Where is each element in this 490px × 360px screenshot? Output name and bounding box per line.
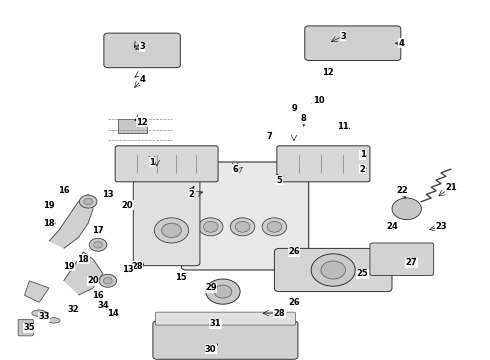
- Circle shape: [262, 218, 287, 236]
- Text: 20: 20: [122, 201, 133, 210]
- Circle shape: [89, 238, 107, 251]
- Text: 35: 35: [24, 323, 35, 332]
- Circle shape: [235, 221, 250, 232]
- Text: 28: 28: [131, 262, 143, 271]
- Text: 4: 4: [139, 75, 145, 84]
- Circle shape: [230, 218, 255, 236]
- Circle shape: [311, 254, 355, 286]
- FancyBboxPatch shape: [115, 146, 218, 182]
- Text: 11: 11: [337, 122, 349, 131]
- Ellipse shape: [48, 318, 60, 323]
- Text: 5: 5: [276, 176, 282, 185]
- Text: 10: 10: [313, 96, 324, 105]
- Circle shape: [162, 223, 181, 238]
- Text: 22: 22: [396, 186, 408, 195]
- Text: 9: 9: [291, 104, 297, 113]
- Text: 25: 25: [357, 269, 368, 278]
- Circle shape: [103, 278, 112, 284]
- Circle shape: [214, 285, 232, 298]
- Circle shape: [203, 221, 218, 232]
- Text: 1: 1: [149, 158, 155, 166]
- Text: 24: 24: [386, 222, 398, 231]
- Circle shape: [392, 198, 421, 220]
- Text: 34: 34: [97, 302, 109, 310]
- Text: 29: 29: [205, 284, 217, 292]
- Text: 21: 21: [445, 183, 457, 192]
- FancyBboxPatch shape: [104, 33, 180, 68]
- Text: 3: 3: [340, 32, 346, 41]
- Circle shape: [198, 218, 223, 236]
- Text: 18: 18: [77, 255, 89, 264]
- Text: 30: 30: [205, 345, 217, 354]
- Ellipse shape: [32, 310, 47, 316]
- FancyBboxPatch shape: [277, 146, 370, 182]
- Text: 32: 32: [68, 305, 79, 314]
- FancyBboxPatch shape: [305, 26, 401, 60]
- Text: 27: 27: [406, 258, 417, 267]
- Text: 16: 16: [92, 291, 104, 300]
- Text: 26: 26: [288, 248, 300, 256]
- FancyBboxPatch shape: [274, 248, 392, 292]
- Circle shape: [206, 279, 240, 304]
- Circle shape: [154, 218, 189, 243]
- FancyBboxPatch shape: [18, 319, 33, 336]
- Text: 12: 12: [136, 118, 148, 127]
- Text: 6: 6: [232, 165, 238, 174]
- Text: 8: 8: [301, 114, 307, 123]
- Circle shape: [321, 261, 345, 279]
- Text: 26: 26: [288, 298, 300, 307]
- Text: 18: 18: [43, 219, 55, 228]
- Circle shape: [84, 198, 93, 205]
- FancyBboxPatch shape: [370, 243, 434, 275]
- Text: 16: 16: [58, 186, 70, 195]
- Text: 3: 3: [139, 42, 145, 51]
- Text: 14: 14: [107, 309, 119, 318]
- Text: 1: 1: [360, 150, 366, 159]
- Text: 17: 17: [92, 226, 104, 235]
- Text: 2: 2: [360, 165, 366, 174]
- FancyBboxPatch shape: [155, 312, 295, 325]
- FancyBboxPatch shape: [181, 162, 309, 270]
- Circle shape: [99, 274, 117, 287]
- Circle shape: [79, 195, 97, 208]
- Text: 19: 19: [43, 201, 55, 210]
- Polygon shape: [64, 252, 103, 295]
- Circle shape: [267, 221, 282, 232]
- Text: 19: 19: [63, 262, 74, 271]
- Text: 23: 23: [435, 222, 447, 231]
- Text: 20: 20: [87, 276, 99, 285]
- Polygon shape: [49, 194, 93, 248]
- FancyBboxPatch shape: [153, 321, 298, 359]
- Text: 4: 4: [399, 39, 405, 48]
- Text: 13: 13: [122, 266, 133, 275]
- Text: 15: 15: [175, 273, 187, 282]
- FancyBboxPatch shape: [133, 159, 200, 266]
- Text: 33: 33: [38, 312, 50, 321]
- Text: 2: 2: [188, 190, 194, 199]
- Text: 31: 31: [210, 320, 221, 328]
- Text: 13: 13: [102, 190, 114, 199]
- Circle shape: [94, 242, 102, 248]
- Text: 7: 7: [267, 132, 272, 141]
- Text: 28: 28: [273, 309, 285, 318]
- Polygon shape: [118, 119, 147, 133]
- Polygon shape: [24, 281, 49, 302]
- Text: 12: 12: [322, 68, 334, 77]
